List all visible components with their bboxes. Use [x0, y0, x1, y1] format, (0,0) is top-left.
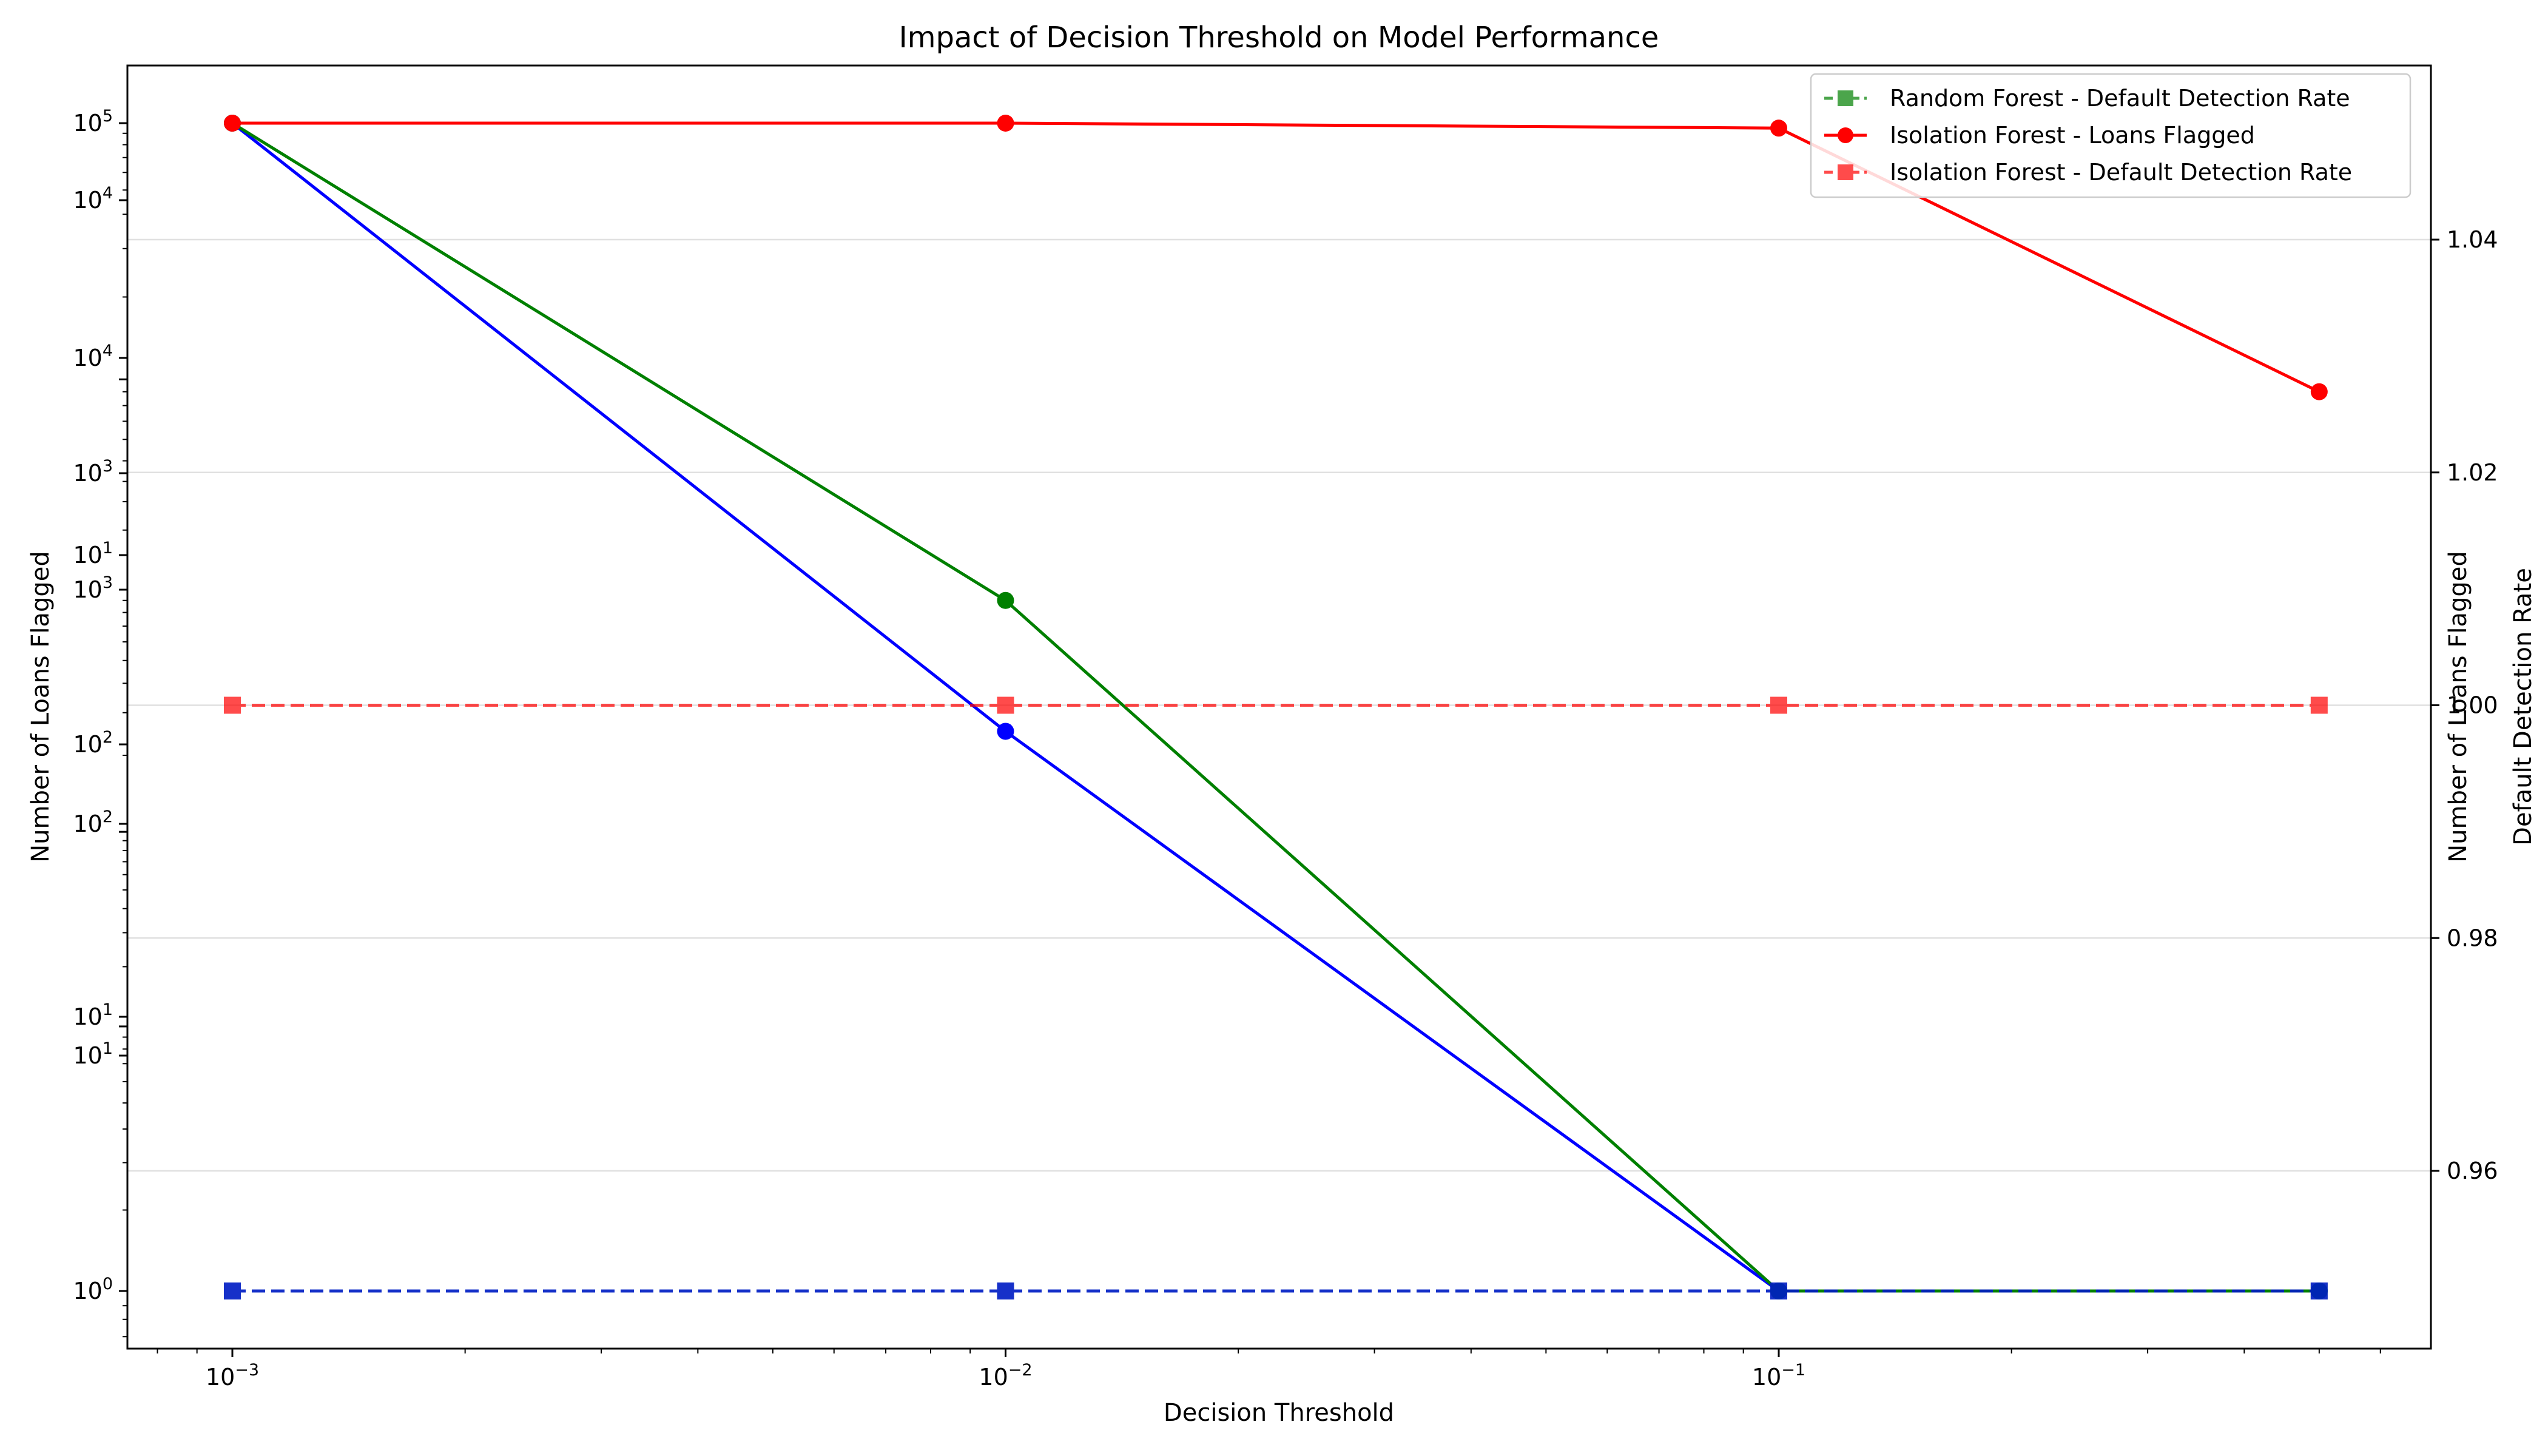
x-axis-label: Decision Threshold: [1164, 1399, 1394, 1427]
legend-entry: [1824, 164, 1867, 180]
isolation-forest-default-detection-rate-series: [224, 696, 2328, 714]
right-axis-label: Default Detection Rate: [2509, 568, 2537, 846]
data-point: [997, 115, 1014, 132]
data-point: [2310, 696, 2328, 714]
data-point: [2310, 1282, 2328, 1299]
right-axis-ticks: 0.96 0.98 1.00 1.02 1.04: [2431, 226, 2498, 1184]
legend-entry: [1824, 90, 1867, 106]
data-point: [2310, 383, 2328, 400]
data-point: [997, 1282, 1014, 1299]
y-right-tick-label: 0.98: [2447, 925, 2498, 951]
legend: Random Forest - Default Detection Rate Is…: [1810, 73, 2412, 198]
isolation-forest-loans-flagged-series: [224, 115, 2328, 400]
data-point: [1770, 120, 1787, 137]
data-point: [997, 696, 1014, 714]
legend-marker: [1838, 90, 1853, 106]
data-point: [1770, 696, 1787, 714]
y-left-tick-label: 102: [73, 807, 113, 837]
chart-title: Impact of Decision Threshold on Model Pe…: [899, 21, 1659, 55]
legend-label: Random Forest - Default Detection Rate: [1890, 85, 2350, 112]
data-point: [224, 696, 241, 714]
plot-series: [224, 115, 2328, 1299]
legend-marker: [1838, 164, 1853, 180]
isolation-forest-loans-flagged-line: [232, 121, 2320, 393]
y-right-tick-label: 1.02: [2447, 459, 2498, 486]
data-point: [224, 1282, 241, 1299]
y-right-tick-label: 1.04: [2447, 226, 2498, 253]
x-axis-ticks: 10−3 10−2 10−1: [157, 1349, 2381, 1390]
data-point: [224, 115, 241, 132]
data-point: [997, 723, 1014, 740]
plot-frame: [126, 64, 2432, 1350]
y-right-tick-label: 0.96: [2447, 1158, 2498, 1184]
y-right-tick-label: 1.00: [2447, 692, 2498, 719]
left-axis-label: Number of Loans Flagged: [27, 551, 55, 863]
legend-box: [1810, 73, 2412, 198]
data-point: [997, 592, 1014, 609]
legend-label: Isolation Forest - Loans Flagged: [1890, 122, 2255, 149]
legend-entry: [1824, 127, 1867, 143]
legend-marker: [1838, 127, 1853, 143]
legend-label: Isolation Forest - Default Detection Rat…: [1890, 159, 2352, 186]
right-axis-label-overlay: Number of Loans Flagged: [2444, 551, 2472, 863]
data-point: [1770, 1282, 1787, 1299]
series-3-series: [224, 1282, 2328, 1299]
